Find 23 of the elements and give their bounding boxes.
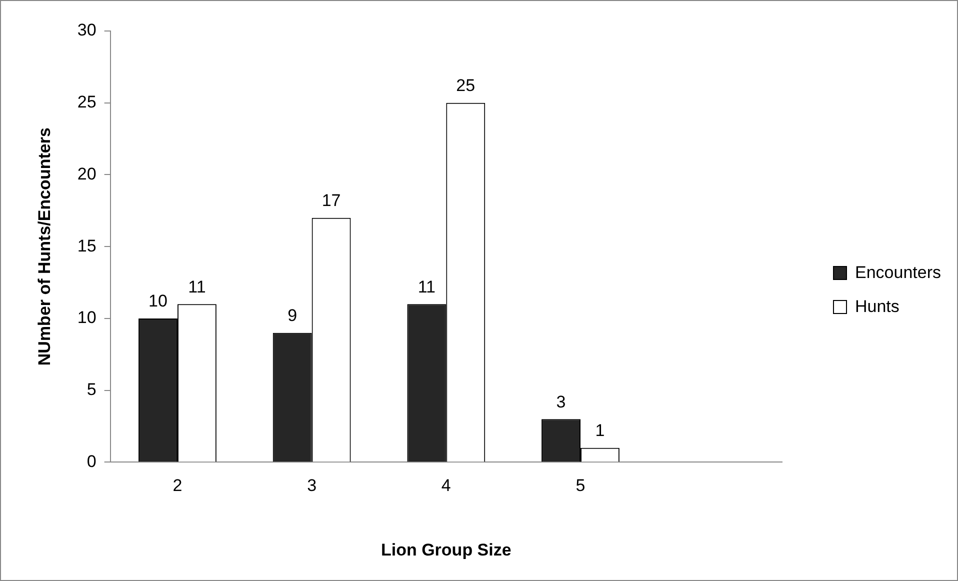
data-label: 11 (418, 277, 436, 296)
x-tick-label: 3 (307, 476, 317, 496)
data-label: 1 (595, 421, 605, 440)
data-label: 10 (148, 292, 168, 311)
y-tick-label: 0 (86, 452, 96, 471)
y-axis-title: NUmber of Hunts/Encounters (34, 128, 54, 366)
y-tick-label: 25 (77, 92, 96, 112)
data-label: 17 (322, 191, 341, 210)
data-label: 9 (288, 306, 298, 326)
x-tick-label: 5 (576, 476, 586, 496)
y-tick-label: 5 (86, 380, 96, 400)
x-tick-label: 2 (172, 476, 182, 496)
y-tick-label: 20 (77, 164, 96, 184)
data-label: 11 (188, 277, 206, 296)
legend-label: Encounters (855, 263, 941, 283)
data-label: 25 (456, 76, 476, 96)
y-tick-label: 15 (77, 236, 96, 256)
y-tick-label: 10 (77, 308, 96, 328)
y-tick-label: 30 (77, 20, 96, 40)
x-tick-label: 4 (441, 476, 451, 496)
data-label: 3 (556, 392, 566, 412)
x-axis-title: Lion Group Size (380, 540, 512, 560)
text: Hunts (855, 297, 900, 317)
